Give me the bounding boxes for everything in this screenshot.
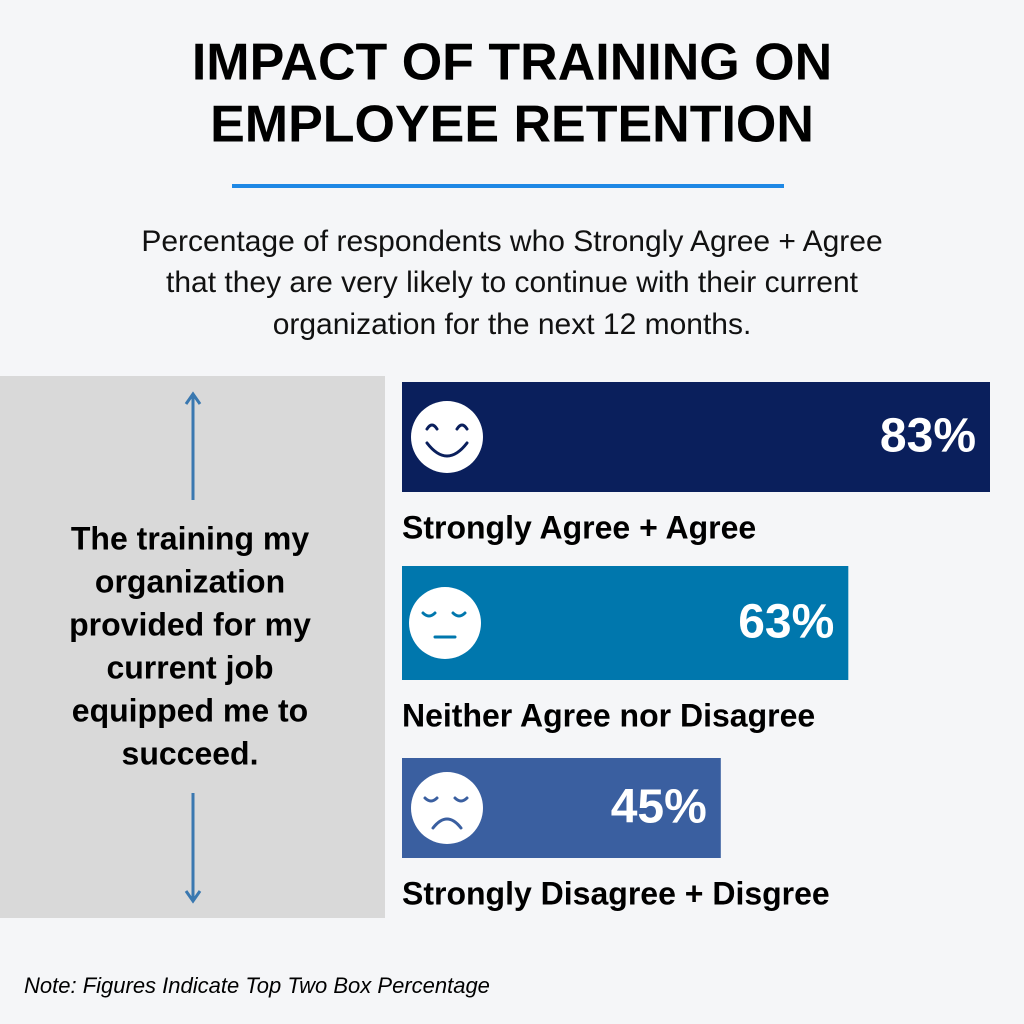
category-label: Strongly Agree + Agree [402,509,756,545]
bar [402,382,990,492]
subtitle-line: organization for the next 12 months. [273,308,752,341]
statement-line: current job [106,649,273,685]
category-label: Strongly Disagree + Disgree [402,875,830,911]
statement-line: equipped me to [72,692,308,728]
value-label: 45% [611,781,707,834]
face-icons [409,401,483,844]
title-line: EMPLOYEE RETENTION [210,96,814,154]
arrows [184,391,202,904]
statement-line: provided for my [69,606,311,642]
value-label: 83% [880,410,976,463]
statement-line: The training my [71,520,309,556]
bars: 83% Strongly Agree + Agree 63% Neither Agre… [402,382,990,911]
subtitle-line: that they are very likely to continue wi… [166,266,859,299]
statement-line: succeed. [122,735,259,771]
neutral-face [409,587,481,659]
value-label: 63% [738,596,834,649]
title-line: IMPACT OF TRAINING ON [192,34,832,92]
happy-face [411,401,483,473]
subtitle-line: Percentage of respondents who Strongly A… [141,225,882,258]
note: Note: Figures Indicate Top Two Box Perce… [24,973,490,998]
sad-face [411,772,483,844]
statement-line: organization [95,563,285,599]
category-label: Neither Agree nor Disagree [402,697,815,733]
